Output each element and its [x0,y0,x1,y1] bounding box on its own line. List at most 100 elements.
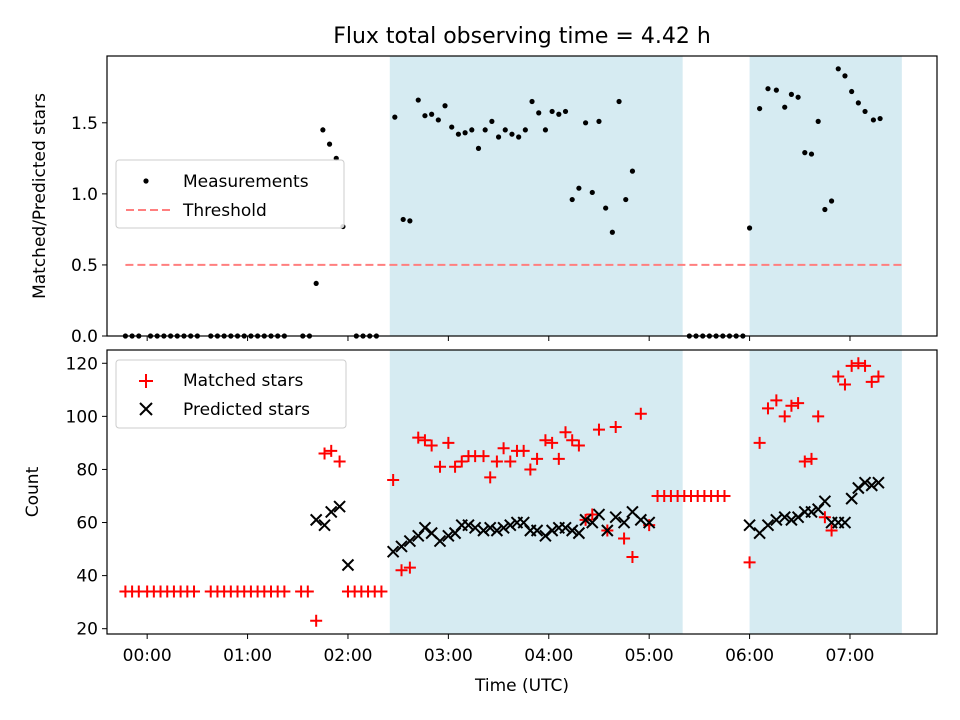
x-tick-label: 02:00 [323,646,372,666]
matched-star-point [387,474,400,487]
predicted-star-point [865,479,878,492]
predicted-star-point [761,518,775,532]
predicted-star-point [642,516,656,529]
matched-star-point [792,397,805,410]
bottom-panel: 20 40 60 80 100 120 00:00 01:00 02:00 03:00 04:00… [23,349,938,696]
measurement-point [407,218,413,224]
predicted-star-point [579,513,592,527]
legend-matched-label: Matched stars [183,371,303,391]
bottom-y-ticks: 20 40 60 80 100 120 [66,354,107,640]
bottom-y-tick-label: 100 [66,407,98,427]
predicted-star-point [770,513,783,527]
top-y-axis-label: Matched/Predicted stars [30,93,50,299]
predicted-star-point [483,521,497,535]
top-axes-frame [106,55,938,337]
matched-star-point [634,407,647,420]
measurement-point [870,117,877,123]
predicted-star-point [805,505,818,519]
matched-star-point [531,452,544,465]
legend-threshold-label: Threshold [182,201,267,221]
bottom-y-tick-label: 120 [66,354,98,374]
measurement-point [746,225,753,231]
predicted-star-point [462,518,475,532]
matched-star-point [418,434,431,447]
measurement-point [616,98,622,105]
matched-star-point [278,585,291,598]
predicted-star-point [565,524,579,537]
matched-star-point [504,455,517,468]
measurement-point [589,189,595,196]
matched-star-point [609,420,622,433]
legend-predicted-marker [139,402,153,416]
measurement-point [549,108,555,115]
bottom-y-tick-label: 60 [76,514,98,534]
measurement-point [326,141,333,147]
measurement-point [556,111,562,117]
figure-title: Flux total observing time = 4.42 h [333,24,711,49]
predicted-star-point [572,526,586,540]
measurement-point [469,127,475,133]
top-y-tick-label: 1.0 [71,185,98,205]
x-tick-label: 03:00 [424,646,473,666]
predicted-star-point [442,529,455,543]
top-y-tick-label: 1.5 [71,114,98,134]
matched-star-point [455,455,468,468]
measurement-point [400,216,406,223]
predicted-star-point [785,513,798,527]
measurement-point [788,91,795,97]
x-tick-label: 01:00 [223,646,272,666]
predicted-star-point [403,534,417,548]
measurement-point [495,134,502,140]
predicted-star-point [743,518,756,532]
matched-star-point [449,460,462,473]
bottom-shaded-regions [389,350,902,634]
matched-star-point [375,585,388,598]
x-tick-label: 06:00 [725,646,774,666]
predicted-star-point [325,505,338,519]
matched-star-point [818,511,831,524]
predicted-star-point [530,524,544,537]
bottom-y-tick-label: 20 [76,620,98,640]
measurement-point [320,127,326,133]
x-tick-label: 07:00 [825,646,874,666]
matched-star-point [761,402,774,415]
matched-star-point [546,436,559,449]
predicted-star-point [818,495,832,508]
measurement-point [392,114,398,120]
measurement-point [435,117,441,123]
matched-star-point [425,439,438,452]
matched-star-point [517,444,530,457]
measurement-point [542,127,549,133]
matched-star-point [434,460,447,473]
measurement-point [782,104,788,110]
matched-star-point [838,378,851,391]
measurement-point [835,66,841,72]
measurement-point [802,150,808,156]
measurement-point [582,120,589,126]
measurement-point [455,131,462,137]
measurement-point [522,127,528,133]
measurement-point [569,196,575,203]
measurement-point [822,206,828,213]
predicted-star-point [778,511,791,524]
predicted-star-point [433,534,447,548]
matched-star-point [318,447,331,460]
measurement-point [596,118,602,124]
matched-star-point [395,564,408,577]
top-x-ticks [146,336,851,341]
matched-star-point [552,452,565,465]
top-legend: Measurements Threshold [115,159,345,229]
predicted-star-point [601,524,614,537]
bottom-legend-frame [115,359,347,429]
predicted-star-point [845,492,858,505]
top-legend-frame [115,159,345,229]
matched-star-point [333,455,346,468]
bottom-y-tick-label: 40 [76,567,98,587]
predicted-star-point [858,476,872,489]
predicted-star-point [395,540,408,553]
predicted-star-point [838,516,852,529]
measurement-point [449,124,455,130]
measurement-point [462,130,468,136]
observing-interval-shade [749,56,902,336]
